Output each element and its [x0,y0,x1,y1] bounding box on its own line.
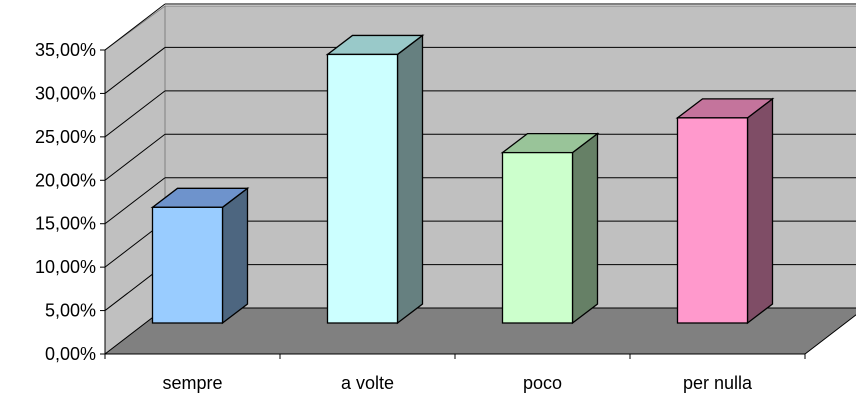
bar-side [396,34,424,325]
bar-front [501,151,574,324]
bar-front [151,206,224,324]
x-category-label: per nulla [683,373,753,393]
y-tick-label: 15,00% [35,214,96,234]
x-category-label: sempre [162,373,222,393]
bar-side [571,132,599,325]
y-tick-label: 20,00% [35,170,96,190]
y-axis: 0,00% 5,00% 10,00% 15,00% 20,00% 25,00% 30,00%… [35,40,806,364]
bar-side [221,187,249,325]
x-category-label: poco [523,373,562,393]
x-axis-labels: sempre a volte poco per nulla [162,373,753,393]
gridline-side [104,90,166,138]
y-tick-label: 0,00% [45,344,96,364]
gridline-side [104,3,166,51]
bar [325,34,425,325]
x-category-label: a volte [341,373,394,393]
bar-front [676,117,749,324]
bars [150,34,775,325]
gridline-side [104,47,166,94]
bar [500,132,600,325]
bar [150,187,250,325]
y-tick-label: 35,00% [35,40,96,60]
bar-side [746,97,774,325]
bar-front [326,53,399,324]
y-tick-label: 10,00% [35,257,96,277]
y-tick-label: 25,00% [35,127,96,147]
y-tick-label: 30,00% [35,83,96,103]
gridline-side [104,133,166,181]
gridline-side [104,177,166,225]
y-tick-label: 5,00% [45,301,96,321]
bar [675,97,775,325]
